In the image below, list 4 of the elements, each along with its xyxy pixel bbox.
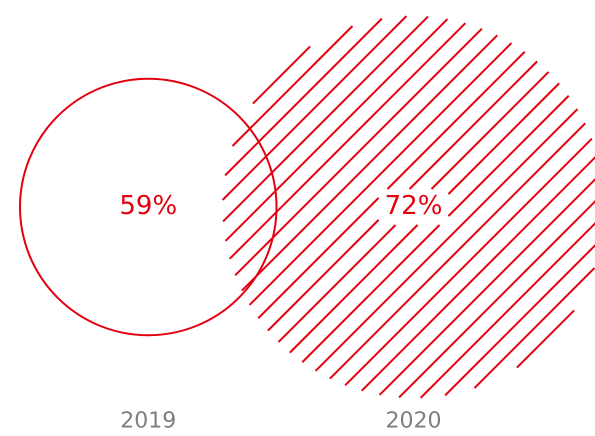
data-label: 59%: [119, 190, 178, 221]
category-label: 2020: [386, 408, 442, 434]
category-label: 2019: [120, 408, 176, 434]
data-label: 72%: [384, 190, 442, 221]
